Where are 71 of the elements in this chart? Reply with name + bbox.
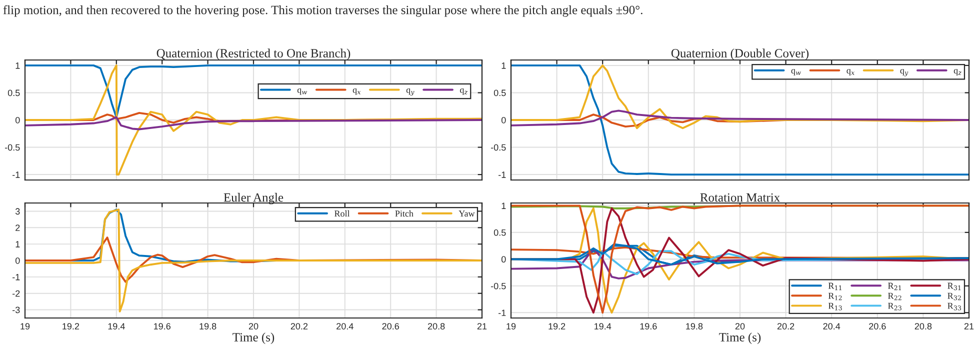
legend-label: q$_{y}$ [900, 69, 908, 76]
legend-label: q$_{z}$ [460, 88, 468, 95]
legend-label: R$_{21}$ [888, 282, 901, 290]
chart-title: Quaternion (Restricted to One Branch) [156, 48, 350, 60]
legend-label: R$_{31}$ [948, 282, 961, 290]
y-tick-label: 0.5 [8, 90, 20, 96]
legend-label: q$_{w}$ [297, 88, 307, 95]
y-tick-label: 1 [502, 62, 506, 69]
y-tick-label: -1 [498, 310, 506, 316]
x-tick-label: 21 [477, 323, 487, 330]
chart-title: Euler Angle [224, 192, 284, 204]
y-tick-label: -0.5 [490, 282, 506, 290]
legend-label: q$_{y}$ [406, 88, 414, 96]
y-tick-label: 0.5 [494, 229, 506, 236]
y-tick-label: 0 [15, 257, 20, 264]
legend-label: R$_{12}$ [828, 292, 842, 300]
x-tick-label: 20.8 [428, 323, 445, 330]
legend-label: Yaw [458, 210, 475, 217]
x-tick-label: 19 [20, 323, 30, 330]
legend-label: Roll [334, 210, 350, 217]
x-tick-label: 19.8 [686, 323, 703, 330]
legend-label: q$_{x}$ [846, 69, 854, 76]
y-tick-label: 0 [501, 116, 506, 124]
text: flip motion, and then recovered to the hovering pose. This motion traverses the singular pose where the pitch angle equals ±90°. [3, 5, 642, 17]
x-tick-label: 20 [248, 323, 258, 330]
x-tick-label: 20.2 [290, 323, 308, 330]
chart-title: Rotation Matrix [700, 193, 780, 202]
y-tick-label: 0 [501, 256, 506, 263]
x-tick-label: 19.4 [108, 323, 125, 330]
legend-label: q$_{x}$ [352, 88, 361, 95]
legend-label: R$_{13}$ [828, 302, 842, 310]
x-tick-label: 19.6 [154, 323, 170, 330]
x-tick-label: 19.4 [594, 323, 612, 330]
y-tick-label: 1 [16, 241, 20, 248]
x-tick-label: 20.4 [823, 323, 840, 330]
y-tick-label: -3 [12, 306, 20, 314]
x-tick-label: 20.8 [914, 323, 932, 330]
y-tick-label: 1 [502, 202, 506, 209]
y-tick-label: -0.5 [4, 144, 20, 151]
x-tick-label: 20.4 [336, 323, 354, 330]
x-axis-title: Time (s) [232, 332, 274, 344]
legend-label: q$_{w}$ [791, 69, 801, 76]
y-tick-label: -1 [12, 172, 20, 178]
y-tick-label: -1 [12, 274, 20, 280]
x-tick-label: 19.2 [548, 323, 566, 330]
legend-label: R$_{11}$ [828, 282, 842, 290]
legend-label: R$_{23}$ [888, 302, 902, 310]
y-tick-label: 0 [15, 116, 20, 124]
y-tick-label: 2 [16, 224, 20, 231]
legend-label: R$_{32}$ [948, 292, 961, 300]
x-tick-label: 19.2 [62, 323, 80, 330]
x-tick-label: 20.6 [869, 323, 886, 330]
chart-title: Quaternion (Double Cover) [671, 48, 809, 60]
x-tick-label: 19 [506, 323, 516, 330]
y-tick-label: -1 [498, 172, 506, 178]
legend-label: q$_{z}$ [954, 69, 962, 76]
legend-label: R$_{22}$ [888, 292, 902, 300]
y-tick-label: 0.5 [494, 90, 506, 96]
x-axis-title: Time (s) [719, 332, 761, 344]
x-tick-label: 20.6 [382, 323, 399, 330]
x-tick-label: 19.6 [640, 323, 657, 330]
x-tick-label: 20 [735, 323, 745, 330]
x-tick-label: 19.8 [200, 323, 216, 330]
legend-label: Pitch [395, 210, 414, 217]
x-tick-label: 20.2 [777, 323, 794, 330]
legend-label: R$_{33}$ [948, 302, 962, 310]
y-tick-label: 3 [15, 208, 20, 215]
y-tick-label: -2 [12, 290, 20, 297]
y-tick-label: -0.5 [490, 144, 506, 151]
y-tick-label: 1 [16, 62, 20, 69]
x-tick-label: 21 [964, 323, 974, 330]
